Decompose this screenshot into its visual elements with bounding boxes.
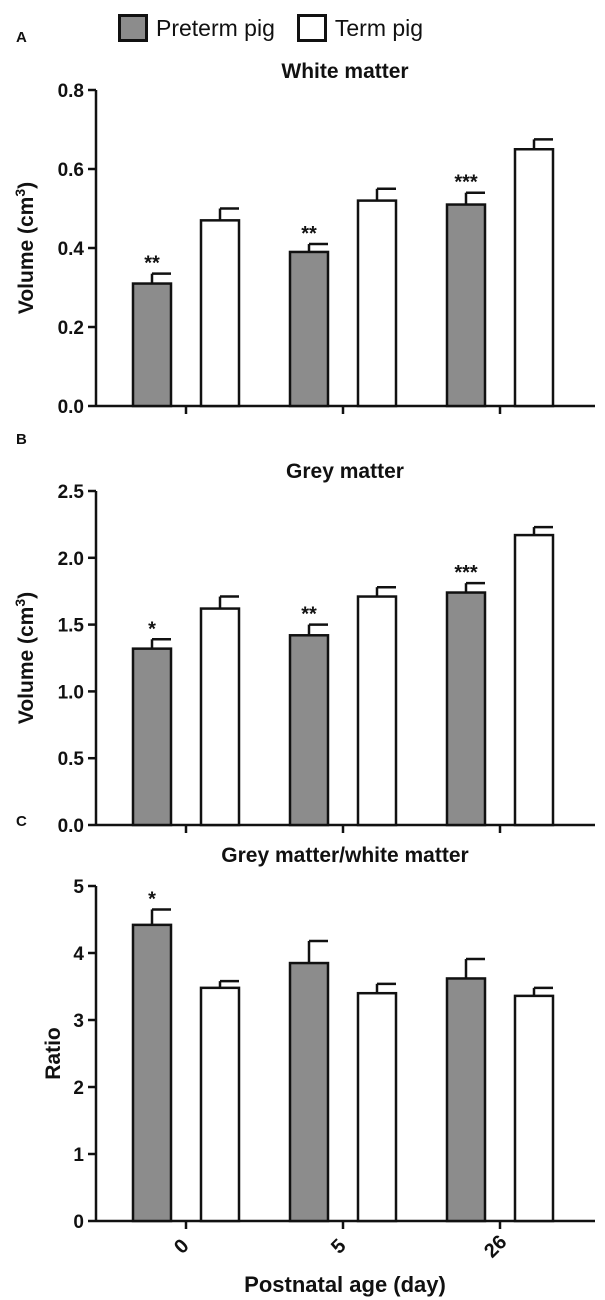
y-tick-label: 1.5 [58,616,85,637]
bar-preterm [288,961,330,1223]
significance-annotation: ** [301,604,317,626]
y-tick-label: 0.5 [58,749,85,770]
bar-preterm [131,647,173,827]
bar-term [356,991,398,1223]
significance-annotation: * [148,618,156,640]
bar-preterm [131,282,173,408]
y-axis-label: Ratio [42,1027,65,1080]
y-axis-label: Volume (cm3) [12,592,38,724]
legend-swatch-preterm [118,14,148,42]
y-tick-label: 0.4 [58,239,85,260]
bar-term [513,533,555,827]
legend-item-preterm: Preterm pig [118,14,275,42]
panel-letter: A [16,29,27,46]
bar-preterm [445,203,487,408]
panel-letter: C [16,813,27,830]
y-axis-label: Volume (cm3) [12,182,38,314]
y-tick-label: 1 [73,1145,84,1166]
bar-term [513,994,555,1223]
bar-preterm [288,634,330,827]
legend-label-preterm: Preterm pig [156,14,275,41]
bar-preterm [445,977,487,1223]
y-tick-label: 0.2 [58,318,84,339]
significance-annotation: ** [301,223,317,245]
legend: Preterm pig Term pig [118,8,445,48]
significance-annotation: *** [454,172,478,194]
y-tick-label: 2.0 [58,549,84,570]
y-tick-label: 1.0 [58,682,84,703]
significance-annotation: ** [144,253,160,275]
chart-title: White matter [281,60,408,83]
y-tick-label: 5 [73,877,84,898]
y-tick-label: 0.6 [58,160,84,181]
bar-term [199,219,241,408]
legend-swatch-term [296,14,327,42]
x-tick-label: 5 [327,1235,350,1258]
bar-term [356,199,398,408]
x-tick-label: 26 [480,1231,511,1262]
legend-label-term: Term pig [334,14,424,41]
significance-annotation: * [148,888,156,910]
y-tick-label: 2.5 [58,482,85,503]
significance-annotation: *** [454,562,478,584]
bar-preterm [445,591,487,827]
y-tick-label: 0.0 [58,397,84,418]
y-tick-label: 0.8 [58,81,84,102]
bar-term [199,607,241,827]
y-tick-label: 4 [73,944,84,965]
x-axis-label: Postnatal age (day) [244,1272,446,1297]
bar-term [356,595,398,827]
y-tick-label: 0 [73,1212,84,1233]
y-tick-label: 0.0 [58,816,84,837]
y-tick-label: 2 [73,1078,84,1099]
x-tick-label: 0 [170,1235,193,1258]
bar-preterm [131,923,173,1223]
bar-preterm [288,250,330,408]
bar-term [513,148,555,408]
legend-item-term: Term pig [296,14,424,42]
bar-term [199,986,241,1223]
chart-title: Grey matter/white matter [221,844,468,867]
panel-letter: B [16,431,27,448]
chart-title: Grey matter [286,460,404,483]
y-tick-label: 3 [73,1011,84,1032]
